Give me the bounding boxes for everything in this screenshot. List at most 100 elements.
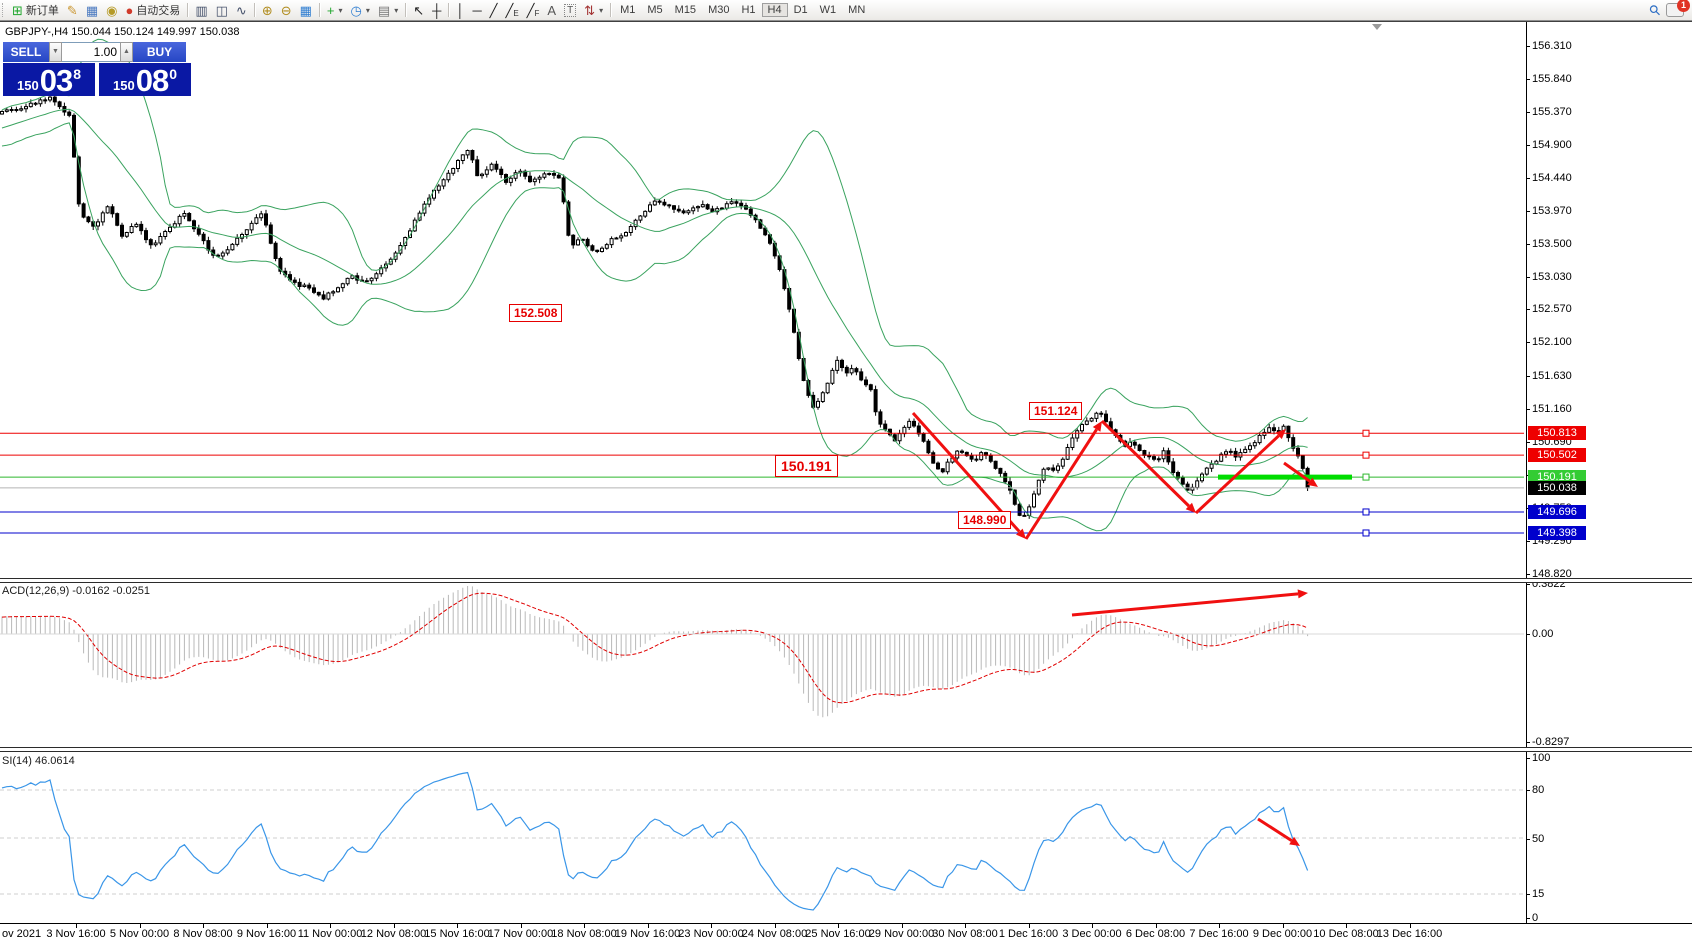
time-label-13: 25 Nov 16:00 (805, 928, 871, 940)
templates-dropdown-caret[interactable]: ▾ (394, 5, 399, 15)
annotation-label-148.990[interactable]: 148.990 (958, 511, 1012, 529)
bar-chart-mode-button[interactable]: ▥ (191, 1, 211, 19)
indicators-dropdown-caret[interactable]: ▾ (338, 5, 343, 15)
line-chart-mode-button[interactable]: ∿ (232, 1, 251, 19)
periods-dropdown-caret[interactable]: ▾ (365, 5, 370, 15)
trend-arrow-3[interactable] (1100, 419, 1196, 513)
trend-arrow-4[interactable] (1194, 429, 1286, 515)
trendline-button[interactable]: ╱ (486, 1, 502, 19)
macd-tick-mark (1526, 584, 1530, 585)
rsi-trend-arrow[interactable] (1257, 817, 1300, 846)
tab-timeframe-M30[interactable]: M30 (708, 4, 730, 16)
main-price-pane[interactable] (0, 38, 1524, 540)
macd-trend-arrow[interactable] (1071, 589, 1308, 617)
tab-timeframe-MN[interactable]: MN (848, 4, 866, 16)
buy-price-box[interactable]: 150 08 0 (99, 63, 191, 96)
zoom-in-button[interactable]: ⊕ (258, 1, 277, 19)
sell-price-sup: 8 (73, 66, 81, 82)
text-label-button[interactable]: T (560, 1, 580, 19)
time-label-18: 6 Dec 08:00 (1125, 928, 1186, 940)
time-axis[interactable] (0, 923, 1692, 924)
arrows-icon: ⇅ (584, 2, 596, 18)
y-tick-148.820: 148.820 (1532, 567, 1572, 580)
market-watch-button[interactable]: ▦ (82, 1, 102, 19)
tab-timeframe-D1[interactable]: D1 (793, 4, 808, 16)
toolbar-separator (610, 3, 612, 17)
fibonacci-button[interactable]: ╱ F (523, 1, 544, 19)
trendline-icon: ╱ (489, 2, 498, 18)
new-order-button[interactable]: ⊞ 新订单 (8, 1, 63, 19)
y-tick-mark (1526, 342, 1530, 344)
time-label-7: 15 Nov 16:00 (424, 928, 490, 940)
crosshair-button[interactable]: ┼ (428, 1, 445, 19)
time-tick-mark (711, 923, 712, 928)
rsi-line (1, 771, 1309, 911)
macd-axis-0.00: 0.00 (1532, 628, 1554, 640)
rsi-pane[interactable] (0, 771, 1524, 911)
candlestick-mode-button[interactable]: ◫ (212, 1, 232, 19)
vertical-line-icon: │ (456, 2, 465, 18)
chat-icon[interactable]: 1 (1666, 0, 1690, 17)
volume-increase-button[interactable]: ▲ (120, 42, 133, 62)
pane-divider-main-macd[interactable] (0, 578, 1692, 583)
time-tick-mark (838, 923, 839, 928)
equidistant-channel-button[interactable]: ╱ E (502, 1, 523, 19)
indicators-button[interactable]: + ▾ (323, 1, 347, 19)
time-tick-mark (76, 923, 77, 928)
tab-timeframe-H1[interactable]: H1 (741, 4, 756, 16)
tab-timeframe-H4[interactable]: H4 (761, 3, 788, 17)
y-tick-mark (1526, 177, 1530, 179)
text-button[interactable]: A (543, 1, 560, 19)
fibonacci-icon: ╱ (526, 2, 535, 18)
trend-arrow-5[interactable] (1283, 461, 1318, 487)
trend-arrow-2[interactable] (1024, 421, 1102, 540)
tile-windows-button[interactable]: ▦ (296, 1, 316, 19)
time-label-8: 17 Nov 00:00 (487, 928, 554, 940)
signal-button[interactable]: ◉ (102, 1, 121, 19)
autotrading-button[interactable]: ● 自动交易 (121, 1, 184, 19)
vertical-line-button[interactable]: │ (452, 1, 468, 19)
hline-handle-150.813[interactable] (1362, 429, 1370, 437)
arrows-dropdown-caret[interactable]: ▾ (599, 5, 604, 15)
tab-timeframe-M1[interactable]: M1 (620, 4, 636, 16)
crayon-button[interactable]: ✎ (63, 1, 82, 19)
chart-shift-marker[interactable] (1372, 24, 1382, 30)
zoom-out-button[interactable]: ⊖ (277, 1, 296, 19)
time-tick-mark (1092, 923, 1093, 928)
y-tick-153.500: 153.500 (1532, 237, 1572, 250)
search-icon[interactable]: ⚲ (1645, 0, 1664, 19)
hline-handle-149.398[interactable] (1362, 529, 1370, 537)
templates-button[interactable]: ▤ ▾ (374, 1, 402, 19)
sell-button[interactable]: SELL (3, 42, 49, 62)
tab-timeframe-M15[interactable]: M15 (674, 4, 697, 16)
crosshair-icon: ┼ (432, 2, 442, 18)
sell-price-box[interactable]: 150 03 8 (3, 63, 95, 96)
cursor-button[interactable]: ↖ (409, 1, 428, 19)
tab-timeframe-W1[interactable]: W1 (819, 4, 837, 16)
chart-canvas[interactable] (0, 22, 1692, 945)
arrows-button[interactable]: ⇅ ▾ (580, 1, 607, 19)
periods-button[interactable]: ◷ ▾ (347, 1, 374, 19)
hline-handle-150.502[interactable] (1362, 451, 1370, 459)
volume-input[interactable] (62, 42, 120, 62)
macd-label: ACD(12,26,9) -0.0162 -0.0251 (2, 585, 150, 597)
macd-pane[interactable] (0, 586, 1524, 718)
time-label-10: 19 Nov 16:00 (614, 928, 681, 940)
annotation-label-152.508[interactable]: 152.508 (509, 304, 563, 322)
annotation-label-151.124[interactable]: 151.124 (1029, 402, 1083, 420)
pane-divider-macd-rsi[interactable] (0, 747, 1692, 752)
signal-icon: ◉ (106, 2, 118, 18)
hline-handle-150.191[interactable] (1362, 473, 1370, 481)
rsi-tick-mark (1526, 790, 1530, 791)
time-label-20: 9 Dec 00:00 (1252, 928, 1313, 940)
hline-handle-149.696[interactable] (1362, 508, 1370, 516)
price-line-label-149.696: 149.696 (1528, 504, 1586, 519)
y-tick-151.160: 151.160 (1532, 402, 1572, 415)
time-tick-mark (1409, 923, 1411, 928)
volume-decrease-button[interactable]: ▼ (49, 42, 62, 62)
tab-timeframe-M5[interactable]: M5 (647, 4, 663, 16)
annotation-label-150.191[interactable]: 150.191 (775, 455, 838, 477)
buy-button[interactable]: BUY (133, 42, 186, 62)
horizontal-line-button[interactable]: ─ (468, 1, 485, 19)
price-axis[interactable] (1526, 22, 1527, 923)
